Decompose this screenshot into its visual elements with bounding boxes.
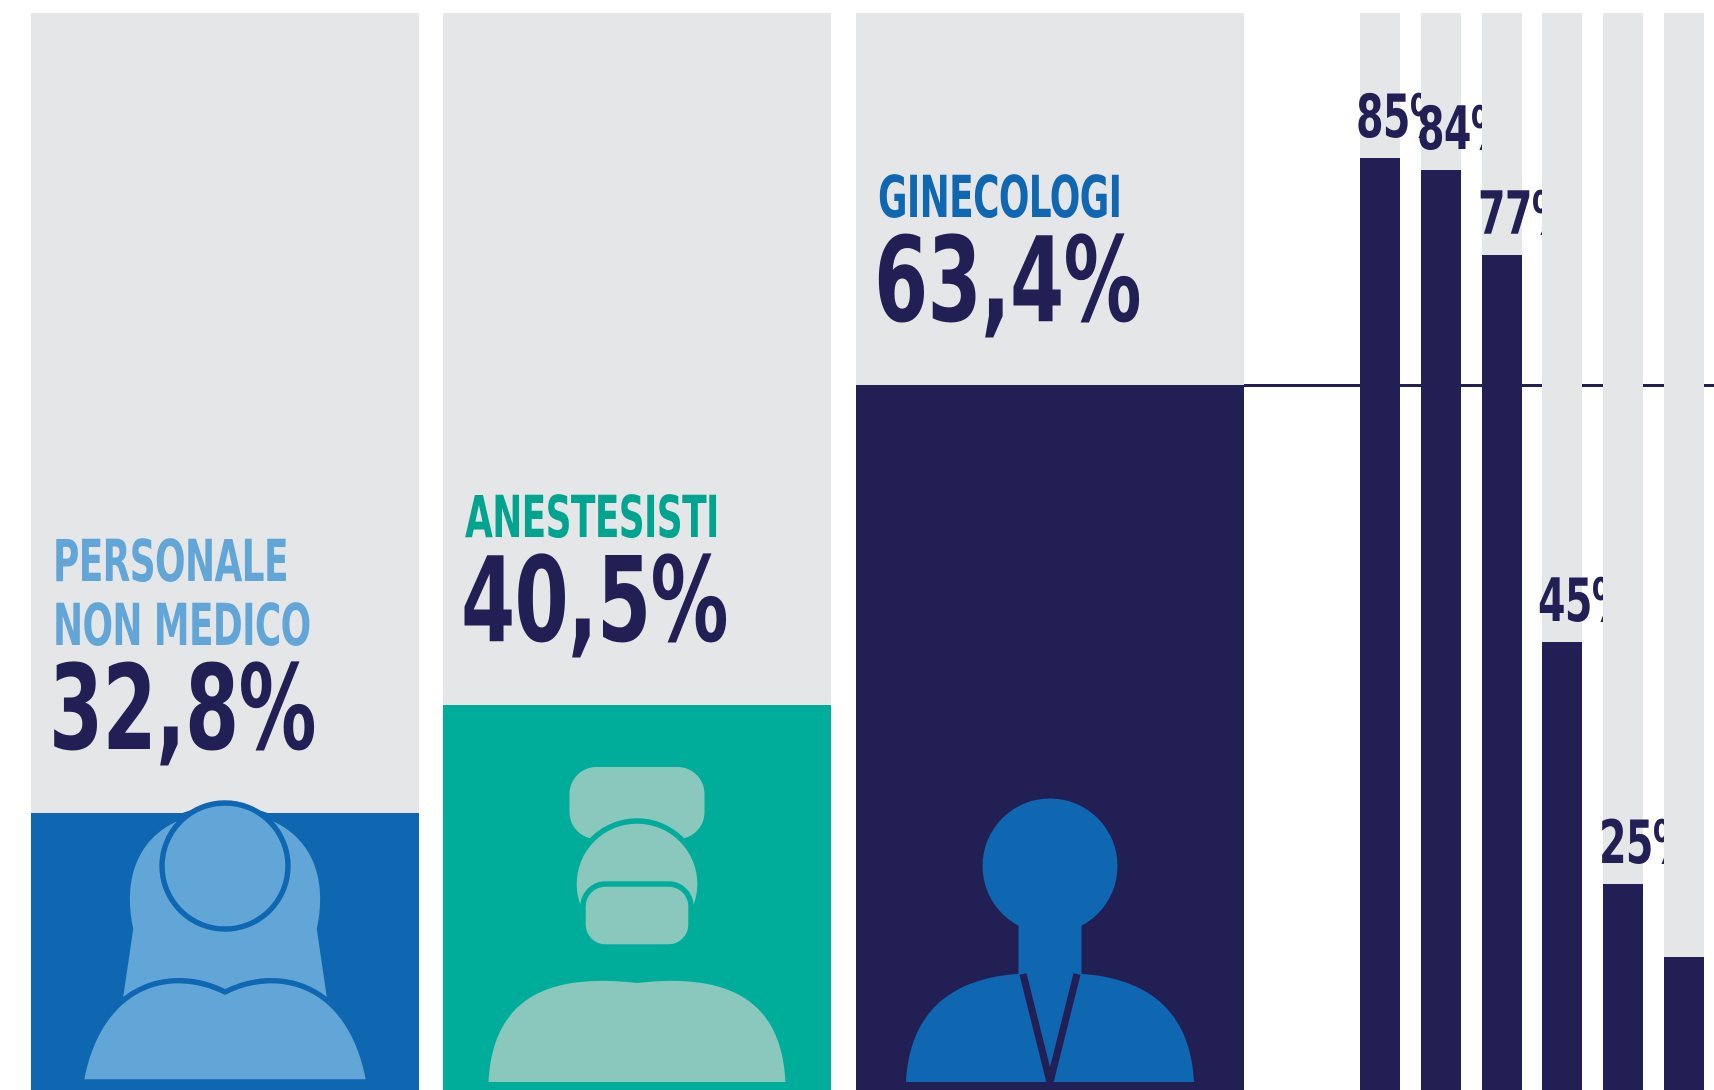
category-label: GINECOLOGI: [878, 166, 1138, 230]
bar: [1603, 884, 1643, 1090]
category-label: PERSONALE NON MEDICO: [53, 530, 313, 658]
infographic: 32,8%PERSONALE NON MEDICO 40,5%ANESTESIS…: [0, 0, 1714, 1090]
value-label: 32,8%: [49, 648, 316, 768]
bar: [1421, 170, 1461, 1090]
bar: [1482, 255, 1522, 1090]
bar: [1664, 957, 1704, 1090]
category-label: ANESTESISTI: [465, 486, 725, 550]
person-icon: [870, 750, 1230, 1090]
person-icon: [457, 750, 817, 1090]
person-icon: [45, 750, 405, 1090]
bar-track: [1664, 13, 1704, 1090]
bar: [1542, 642, 1582, 1090]
bar: [1360, 158, 1400, 1090]
value-label: 40,5%: [461, 540, 728, 660]
reference-line: [1244, 384, 1714, 387]
value-label: 63,4%: [874, 220, 1141, 340]
